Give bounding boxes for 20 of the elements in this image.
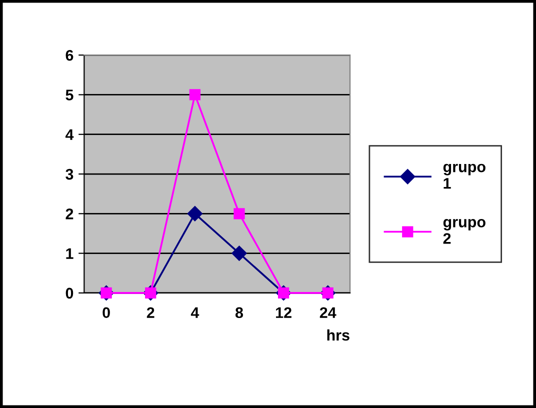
point (187, 206, 202, 222)
x-tick-label: 0 (102, 307, 110, 318)
x-axis-title: hrs (327, 329, 350, 341)
point (232, 246, 247, 261)
y-tick-label: 5 (66, 90, 74, 100)
y-tick-label: 4 (65, 129, 74, 140)
x-tick-label: 24 (320, 307, 336, 318)
x-tick-label: 4 (190, 307, 200, 318)
legend-label: grupo 2 (443, 218, 486, 244)
y-tick-label: 2 (66, 208, 74, 220)
x-tick-label: 12 (276, 307, 292, 318)
point (189, 89, 200, 100)
x-tick-label: 2 (146, 307, 154, 318)
point (234, 208, 245, 220)
x-tick-label: 8 (235, 307, 244, 318)
y-tick-label: 0 (66, 288, 74, 299)
legend-label: grupo 1 (443, 164, 486, 189)
y-tick-label: 3 (66, 168, 74, 180)
y-tick-label: 1 (66, 248, 74, 259)
y-tick-label: 6 (66, 50, 74, 61)
